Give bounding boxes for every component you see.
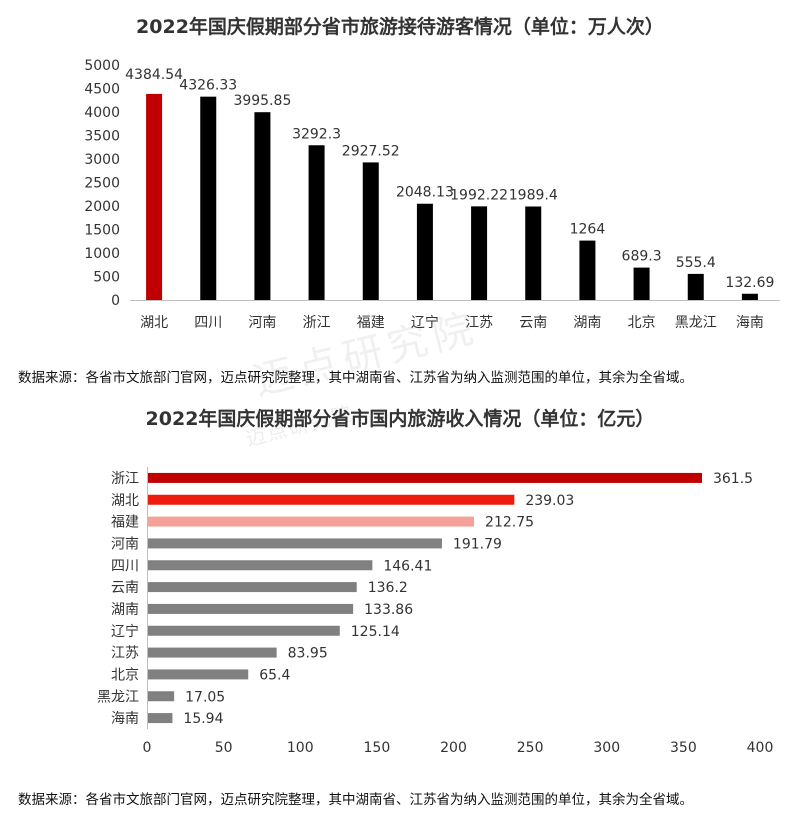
chart2-y-tick-label: 辽宁 — [111, 623, 139, 640]
chart1-data-label: 689.3 — [622, 249, 662, 265]
chart1-bar — [687, 273, 704, 300]
chart1-y-tick-label: 1500 — [84, 223, 120, 239]
chart1-bar — [741, 293, 758, 300]
chart2-y-tick-label: 河南 — [111, 536, 139, 552]
chart2-y-tick-label: 海南 — [111, 711, 139, 727]
chart1-bar — [200, 96, 217, 300]
chart1-data-label: 4326.33 — [179, 78, 237, 94]
chart2-bar — [148, 494, 515, 505]
chart2-source-note: 数据来源：各省市文旅部门官网，迈点研究院整理，其中湖南省、江苏省为纳入监测范围的… — [18, 792, 693, 808]
chart1-bar — [362, 162, 379, 300]
chart2-data-label: 125.14 — [351, 624, 400, 640]
chart2-bar — [148, 560, 373, 571]
chart2-bar — [148, 647, 277, 658]
chart1-y-tick-label: 1000 — [84, 246, 120, 262]
chart2-x-tick-label: 350 — [670, 740, 697, 756]
chart1-y-tick-label: 4000 — [84, 105, 120, 121]
chart2-y-tick-label: 北京 — [111, 667, 139, 683]
chart2-data-label: 136.2 — [368, 580, 408, 596]
chart2-x-tick-label: 400 — [747, 740, 774, 756]
chart1-y-tick-label: 3000 — [84, 152, 120, 168]
chart2-bar — [148, 516, 475, 527]
chart1-x-tick-label: 福建 — [357, 315, 385, 331]
chart1-x-tick-label: 北京 — [628, 315, 656, 331]
chart2-title: 2022年国庆假期部分省市国内旅游收入情况（单位：亿元） — [145, 408, 655, 430]
chart1-data-label: 4384.54 — [125, 67, 183, 83]
chart1-bar — [525, 206, 542, 300]
chart1-data-label: 2927.52 — [342, 143, 400, 159]
chart1-y-tick-label: 2500 — [84, 176, 120, 192]
chart1-title: 2022年国庆假期部分省市旅游接待游客情况（单位：万人次） — [136, 16, 664, 38]
chart1-y-tick-label: 4500 — [84, 82, 120, 98]
chart2-data-label: 65.4 — [259, 667, 290, 683]
chart2-x-tick-label: 100 — [287, 740, 314, 756]
chart1-data-label: 2048.13 — [396, 185, 454, 201]
chart1-data-label: 3995.85 — [233, 93, 291, 109]
chart1-x-tick-label: 江苏 — [465, 315, 493, 331]
chart1-x-tick-label: 海南 — [736, 315, 764, 331]
chart2-bar — [148, 625, 340, 636]
chart2-y-tick-label: 浙江 — [111, 471, 139, 487]
chart2-y-tick-label: 黑龙江 — [97, 689, 139, 705]
chart1-x-tick-label: 湖南 — [573, 315, 601, 331]
chart2-data-label: 133.86 — [364, 602, 413, 618]
chart2-data-label: 361.5 — [713, 471, 753, 487]
chart2-y-tick-label: 福建 — [111, 515, 139, 531]
chart2-data-label: 146.41 — [383, 558, 432, 574]
chart2-x-tick-label: 250 — [517, 740, 544, 756]
chart2-data-label: 83.95 — [288, 646, 328, 662]
chart2-x-tick-label: 200 — [440, 740, 467, 756]
chart2-x-tick-label: 300 — [593, 740, 620, 756]
chart1-x-tick-label: 辽宁 — [411, 314, 439, 331]
chart1-x-tick-label: 四川 — [194, 315, 222, 331]
chart2-y-tick-label: 江苏 — [111, 646, 139, 662]
chart2-x-tick-label: 150 — [364, 740, 391, 756]
chart2-data-label: 17.05 — [185, 689, 225, 705]
chart2-bar — [148, 603, 354, 614]
chart1-bar — [633, 267, 650, 300]
chart2-y-tick-label: 四川 — [111, 558, 139, 574]
chart1-data-label: 3292.3 — [292, 126, 341, 142]
chart1-bar — [579, 240, 596, 300]
chart1-data-label: 1264 — [570, 222, 606, 238]
chart1-x-tick-label: 浙江 — [303, 315, 331, 331]
chart1-data-label: 1989.4 — [509, 187, 558, 203]
chart1-bar — [254, 112, 271, 300]
chart2-bar — [148, 582, 357, 593]
chart2-bar — [148, 669, 249, 680]
chart1-visitors-bar-chart: 0 500 1000 1500 2000 2500 3000 3500 4000 4500 5000… — [84, 58, 780, 331]
chart2-bar — [148, 713, 173, 724]
chart1-data-label: 132.69 — [725, 275, 774, 291]
chart1-y-tick-label: 0 — [111, 293, 120, 309]
chart1-y-tick-label: 2000 — [84, 199, 120, 215]
chart2-y-tick-label: 云南 — [111, 580, 139, 596]
chart1-y-tick-label: 3500 — [84, 129, 120, 145]
chart2-y-tick-label: 湖北 — [111, 493, 139, 509]
chart2-x-tick-label: 0 — [143, 740, 152, 756]
chart2-bar — [148, 691, 175, 702]
chart2-revenue-bar-chart: 0 50 100 150 200 250 300 350 400 361.5 浙江 239.03 湖北 2… — [97, 467, 774, 756]
chart1-x-tick-label: 河南 — [248, 315, 276, 331]
chart1-bar — [308, 145, 325, 300]
chart2-x-tick-label: 50 — [215, 740, 233, 756]
chart1-y-tick-label: 5000 — [84, 58, 120, 74]
chart2-data-label: 239.03 — [525, 493, 574, 509]
chart2-y-tick-label: 湖南 — [111, 602, 139, 618]
chart1-data-label: 555.4 — [676, 255, 716, 271]
chart1-data-label: 1992.22 — [450, 187, 508, 203]
chart1-source-note: 数据来源：各省市文旅部门官网，迈点研究院整理，其中湖南省、江苏省为纳入监测范围的… — [18, 370, 693, 386]
chart1-bar — [146, 93, 163, 300]
chart2-data-label: 191.79 — [453, 536, 502, 552]
chart1-bar — [471, 206, 488, 300]
chart2-bar — [148, 472, 702, 483]
chart1-y-tick-label: 500 — [93, 270, 120, 286]
chart1-x-tick-label: 云南 — [519, 315, 547, 331]
chart1-x-tick-label: 湖北 — [140, 315, 168, 331]
chart2-data-label: 15.94 — [183, 711, 223, 727]
chart2-bar — [148, 538, 442, 549]
chart1-bar — [416, 203, 433, 300]
chart1-x-tick-label: 黑龙江 — [675, 315, 717, 331]
chart2-data-label: 212.75 — [485, 515, 534, 531]
